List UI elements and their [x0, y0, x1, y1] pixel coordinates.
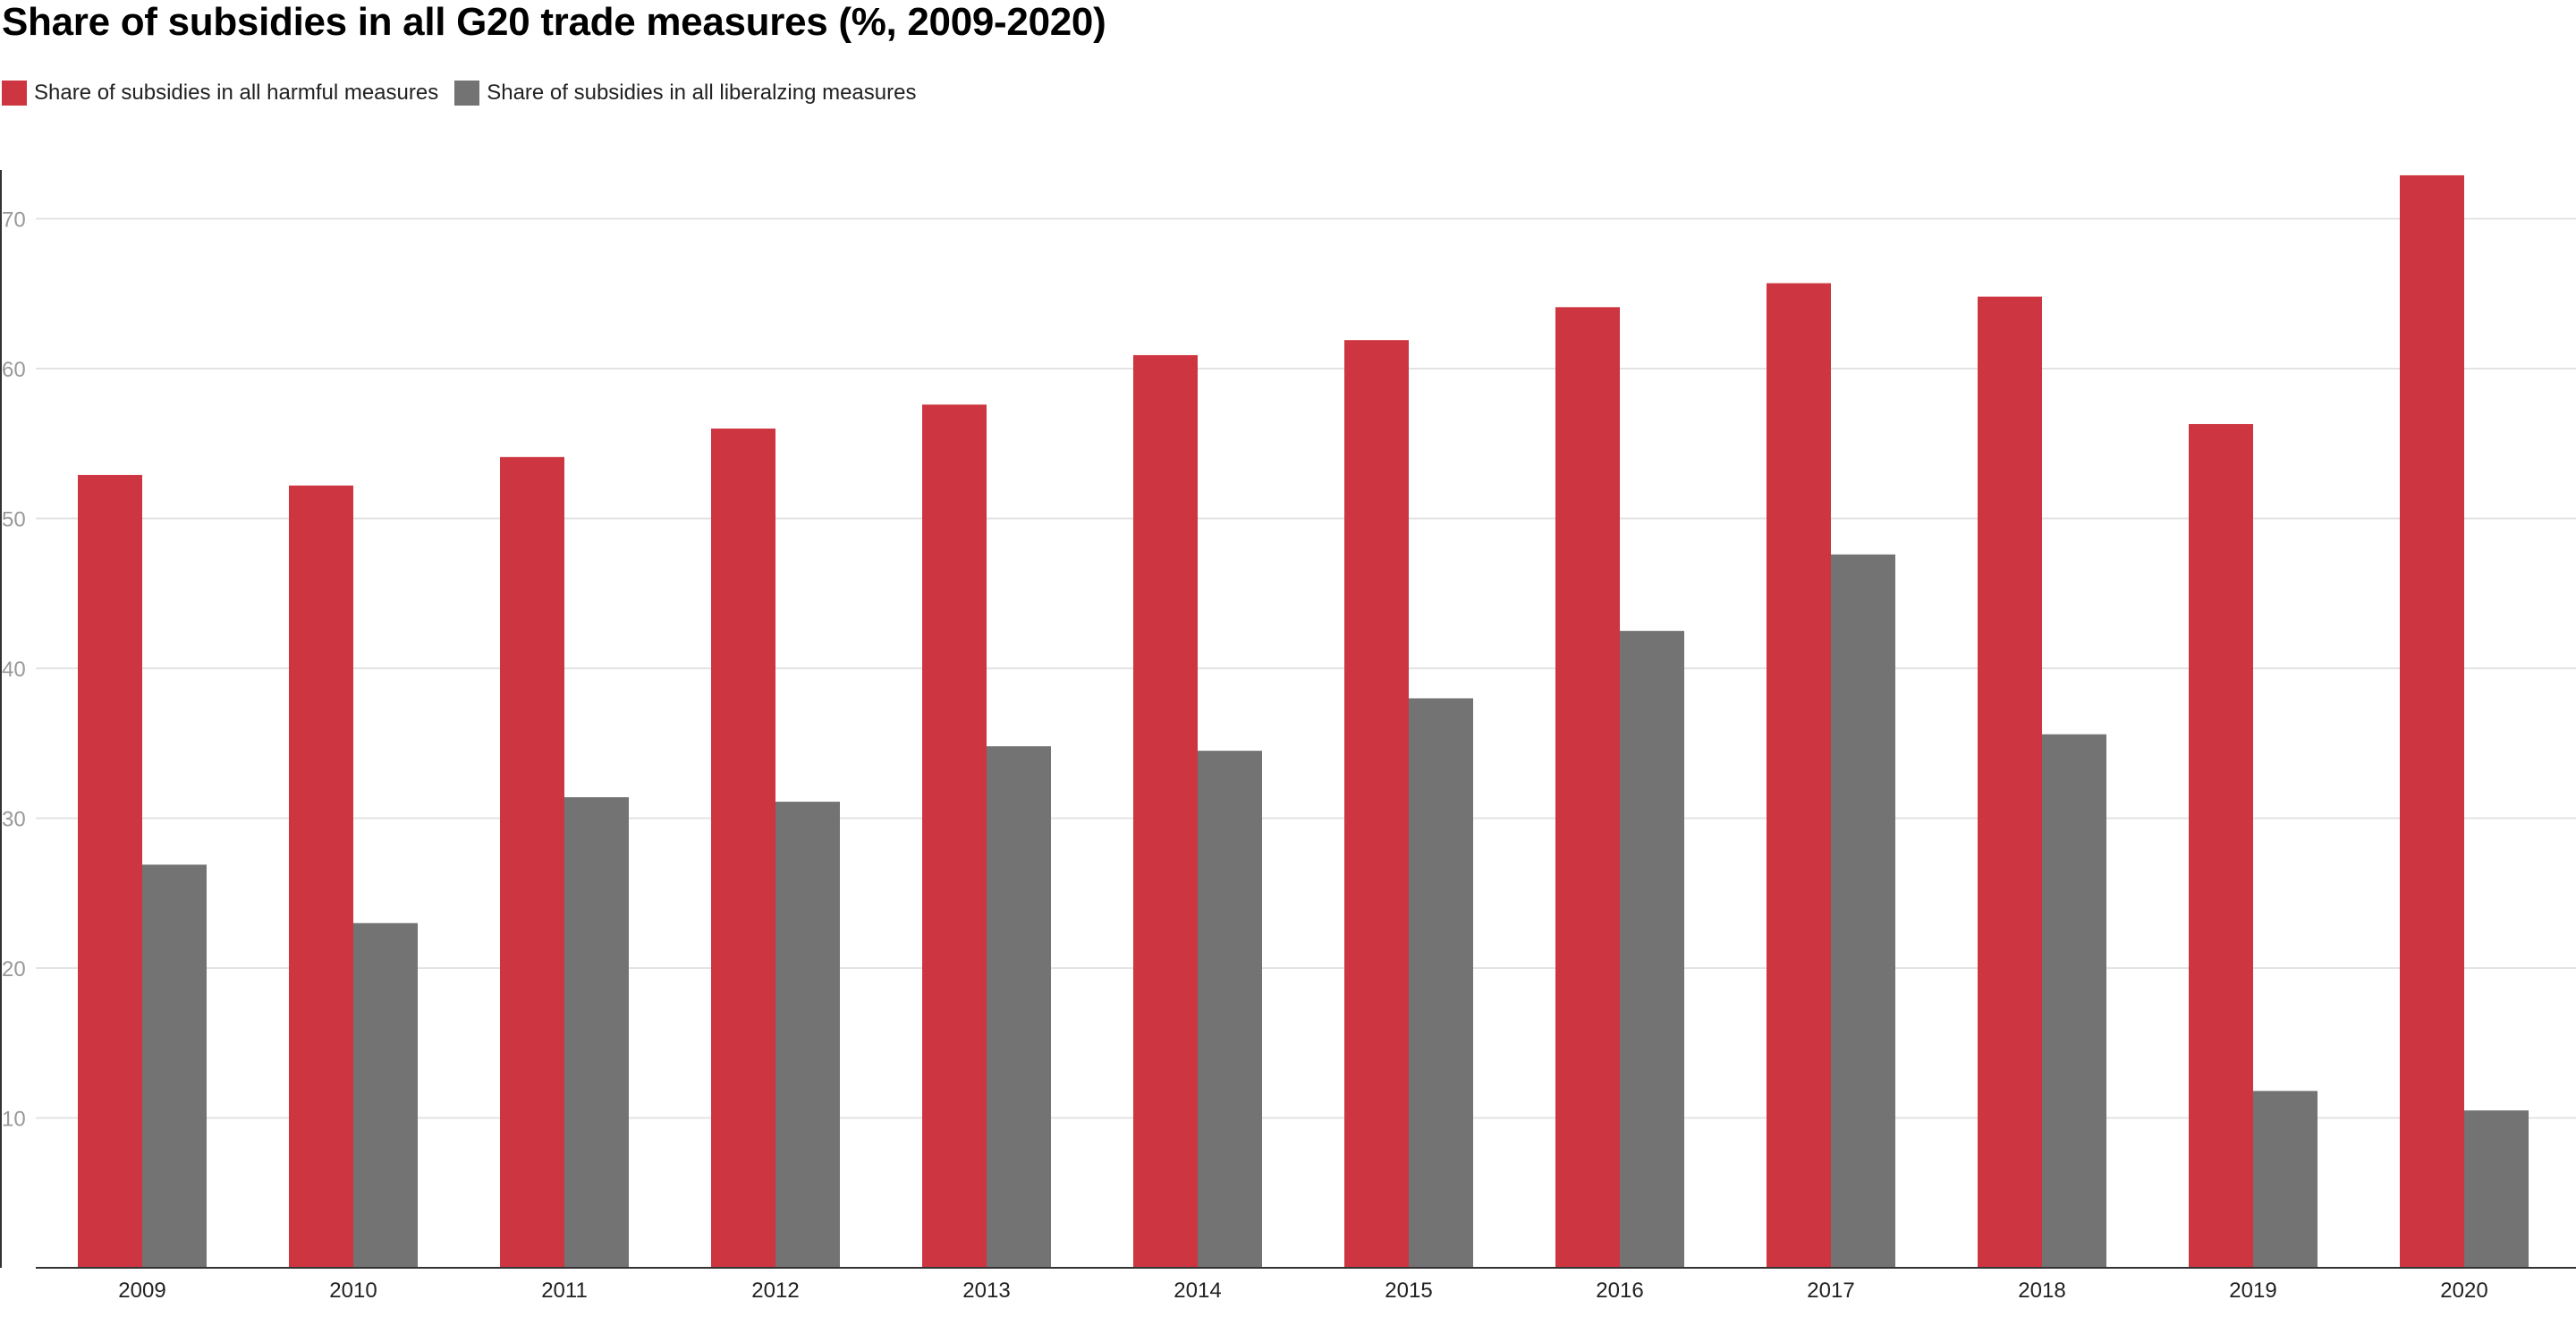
bar-liberalizing — [353, 922, 418, 1268]
bar-harmful — [711, 429, 775, 1268]
legend-swatch-liberalizing — [454, 81, 480, 106]
x-tick-label: 2017 — [1807, 1279, 1854, 1303]
bar-liberalizing — [2042, 734, 2106, 1268]
y-tick-label: 20 — [2, 957, 26, 981]
bar-harmful — [2400, 174, 2464, 1268]
y-tick-label: 70 — [2, 208, 26, 233]
y-tick-label: 60 — [2, 358, 26, 382]
bar-harmful — [922, 404, 987, 1268]
y-tick-label: 40 — [2, 658, 26, 682]
y-tick-label: 50 — [2, 508, 26, 532]
bar-liberalizing — [1198, 751, 1262, 1268]
x-tick-label: 2010 — [329, 1279, 377, 1303]
bar-liberalizing — [1620, 631, 1684, 1268]
bar-harmful — [500, 456, 564, 1268]
bar-harmful — [1344, 340, 1409, 1268]
bar-harmful — [2189, 423, 2253, 1269]
y-tick-label: 10 — [2, 1108, 26, 1132]
x-tick-label: 2019 — [2229, 1279, 2276, 1303]
bar-harmful — [1555, 307, 1620, 1269]
bar-liberalizing — [2253, 1091, 2318, 1268]
bar-harmful — [1978, 296, 2042, 1269]
x-tick-label: 2011 — [541, 1279, 588, 1303]
x-tick-label: 2014 — [1174, 1279, 1221, 1303]
bar-liberalizing — [1831, 554, 1895, 1268]
bar-liberalizing — [2464, 1110, 2529, 1268]
x-tick-label: 2016 — [1596, 1279, 1643, 1303]
bar-harmful — [1767, 283, 1831, 1268]
x-tick-label: 2012 — [751, 1279, 799, 1303]
x-tick-label: 2013 — [962, 1279, 1010, 1303]
x-tick-label: 2020 — [2440, 1279, 2487, 1303]
bar-liberalizing — [1409, 698, 1473, 1268]
x-tick-label: 2009 — [118, 1279, 165, 1303]
legend-item-liberalizing: Share of subsidies in all liberalzing me… — [454, 81, 916, 106]
x-tick-label: 2015 — [1385, 1279, 1432, 1303]
legend: Share of subsidies in all harmful measur… — [2, 81, 932, 106]
legend-label-liberalizing: Share of subsidies in all liberalzing me… — [487, 81, 917, 105]
legend-item-harmful: Share of subsidies in all harmful measur… — [2, 81, 438, 106]
bar-liberalizing — [142, 864, 207, 1268]
bar-harmful — [1133, 354, 1198, 1268]
x-tick-label: 2018 — [2018, 1279, 2065, 1303]
legend-swatch-harmful — [2, 81, 27, 106]
bar-liberalizing — [987, 746, 1051, 1268]
bar-harmful — [289, 485, 353, 1268]
bar-liberalizing — [775, 802, 840, 1268]
legend-label-harmful: Share of subsidies in all harmful measur… — [34, 81, 439, 105]
bar-liberalizing — [564, 797, 629, 1268]
y-tick-label: 30 — [2, 808, 26, 832]
chart-title: Share of subsidies in all G20 trade meas… — [2, 0, 1106, 44]
bar-harmful — [78, 474, 142, 1268]
